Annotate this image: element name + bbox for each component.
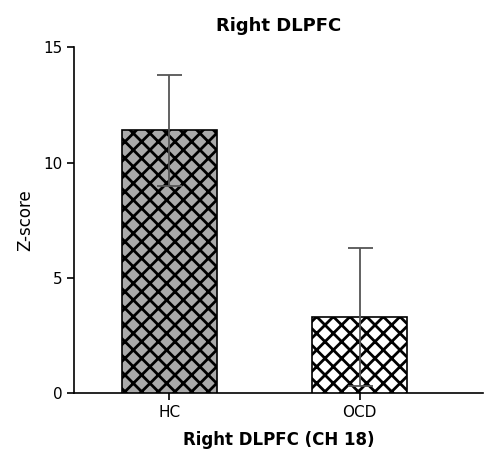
Title: Right DLPFC: Right DLPFC [216, 17, 342, 34]
Bar [122, 130, 217, 393]
X-axis label: Right DLPFC (CH 18): Right DLPFC (CH 18) [183, 432, 374, 449]
Y-axis label: Z-score: Z-score [16, 190, 34, 251]
Bar [312, 317, 407, 393]
